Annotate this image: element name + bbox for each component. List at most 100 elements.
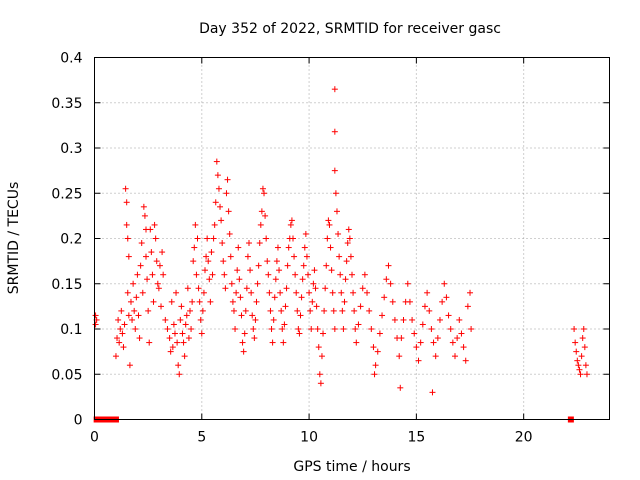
data-point xyxy=(314,326,321,332)
data-point xyxy=(364,289,371,296)
data-point xyxy=(316,371,323,378)
data-point xyxy=(579,335,586,342)
data-point xyxy=(352,326,359,332)
data-point xyxy=(183,312,190,319)
data-point xyxy=(370,344,377,351)
data-point xyxy=(571,326,578,332)
data-point xyxy=(238,312,245,319)
data-point xyxy=(308,326,315,332)
data-point xyxy=(173,289,180,296)
x-tick-label: 15 xyxy=(407,430,425,446)
data-point xyxy=(249,312,256,319)
data-point xyxy=(263,235,270,242)
data-point xyxy=(464,303,471,310)
data-point xyxy=(92,312,99,319)
data-point xyxy=(195,285,202,292)
data-point xyxy=(184,285,191,292)
data-point xyxy=(125,253,132,260)
data-point xyxy=(176,371,183,378)
data-point xyxy=(186,307,193,314)
data-point xyxy=(281,321,288,328)
data-point xyxy=(203,253,210,260)
data-point xyxy=(153,258,160,265)
data-point xyxy=(129,316,136,323)
data-point xyxy=(166,335,173,342)
data-point xyxy=(138,240,145,247)
y-tick-label: 0 xyxy=(74,413,83,429)
data-point xyxy=(271,294,278,301)
data-point xyxy=(124,235,131,242)
data-point xyxy=(253,298,260,305)
data-point xyxy=(137,262,144,269)
data-point xyxy=(223,190,230,197)
data-point xyxy=(313,303,320,310)
data-point xyxy=(150,298,157,305)
data-point xyxy=(120,344,127,351)
data-point xyxy=(413,344,420,351)
data-point xyxy=(342,276,349,283)
data-point xyxy=(426,307,433,314)
data-point xyxy=(452,353,458,360)
data-point xyxy=(196,298,203,305)
data-point xyxy=(424,289,431,296)
data-point xyxy=(235,244,242,251)
data-point xyxy=(335,230,342,237)
data-point xyxy=(429,389,436,396)
x-tick-label: 0 xyxy=(90,430,99,446)
data-point xyxy=(239,339,246,346)
data-point xyxy=(307,307,314,314)
data-point xyxy=(162,316,169,323)
data-point xyxy=(220,258,227,265)
data-point xyxy=(181,353,188,360)
data-point xyxy=(318,353,325,360)
data-point xyxy=(206,276,213,283)
data-point xyxy=(306,289,313,296)
data-point xyxy=(324,235,331,242)
data-point xyxy=(361,271,368,278)
data-point xyxy=(294,307,301,314)
y-tick-label: 0.1 xyxy=(60,322,82,338)
data-point xyxy=(250,326,257,332)
data-point xyxy=(197,316,204,323)
data-point xyxy=(417,339,424,346)
data-point xyxy=(326,221,333,228)
data-point xyxy=(123,221,130,228)
data-point xyxy=(146,339,153,346)
data-point xyxy=(191,244,198,251)
data-point xyxy=(409,316,416,323)
data-point xyxy=(447,326,454,332)
data-point xyxy=(577,371,584,378)
data-point xyxy=(305,271,312,278)
data-point xyxy=(169,344,176,351)
data-point xyxy=(302,230,309,237)
data-point xyxy=(270,316,277,323)
data-point xyxy=(140,203,147,210)
data-point xyxy=(331,167,338,174)
data-point xyxy=(233,289,240,296)
data-point xyxy=(310,280,317,287)
y-tick-label: 0.2 xyxy=(60,232,82,248)
data-point xyxy=(428,326,435,332)
data-point xyxy=(439,298,446,305)
data-point xyxy=(267,307,274,314)
data-point xyxy=(131,307,138,314)
data-point xyxy=(462,357,469,364)
data-point xyxy=(208,249,215,256)
data-point xyxy=(193,271,200,278)
data-point xyxy=(167,348,174,355)
data-point xyxy=(445,312,452,319)
data-point xyxy=(323,262,330,269)
data-point xyxy=(259,185,266,192)
data-point xyxy=(344,240,351,247)
data-point xyxy=(411,330,418,337)
chart-title: Day 352 of 2022, SRMTID for receiver gas… xyxy=(199,21,501,37)
data-point xyxy=(164,326,171,332)
data-point xyxy=(154,280,161,287)
data-point xyxy=(336,253,343,260)
data-point xyxy=(247,267,254,274)
data-point xyxy=(582,362,589,369)
data-point xyxy=(174,339,181,346)
data-point xyxy=(301,244,308,251)
data-point xyxy=(212,199,219,206)
